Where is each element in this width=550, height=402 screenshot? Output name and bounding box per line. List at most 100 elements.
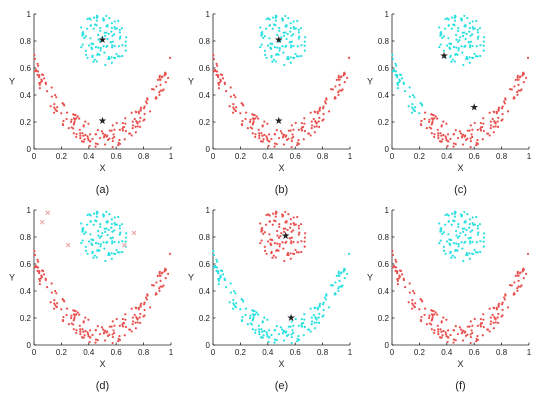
data-point: [138, 316, 141, 319]
data-point: [279, 39, 282, 42]
data-point: [277, 332, 281, 336]
data-point: [455, 33, 458, 37]
x-tick-label: 0.6: [469, 152, 481, 161]
data-point: [430, 127, 433, 130]
data-point: [136, 122, 139, 125]
data-point: [33, 70, 37, 73]
y-tick-label: 0.8: [378, 37, 390, 46]
data-point: [440, 134, 443, 137]
data-point: [471, 229, 474, 232]
data-point: [83, 138, 86, 141]
data-point: [493, 307, 496, 310]
data-point: [444, 252, 447, 255]
data-point: [309, 330, 312, 333]
data-point: [516, 274, 520, 277]
data-point: [482, 117, 485, 120]
data-point: [70, 118, 73, 121]
data-point: [134, 125, 137, 128]
data-point: [516, 272, 519, 275]
data-point: [414, 302, 417, 305]
data-point: [522, 72, 526, 76]
data-point: [231, 111, 235, 114]
data-point: [99, 47, 102, 50]
data-point: [293, 27, 296, 30]
data-point: [481, 334, 484, 337]
data-point: [158, 272, 161, 275]
data-point: [265, 135, 268, 138]
data-point: [337, 274, 341, 277]
data-point: [80, 26, 83, 29]
data-point: [466, 137, 469, 140]
data-point: [65, 117, 68, 121]
data-point: [458, 130, 461, 133]
data-point: [452, 133, 456, 136]
data-point: [469, 240, 472, 243]
data-point: [257, 117, 260, 120]
data-point: [112, 329, 115, 332]
data-point: [110, 26, 113, 30]
data-point: [72, 117, 76, 120]
data-point: [314, 307, 317, 310]
data-point: [294, 317, 297, 321]
y-tick-label: 0.8: [378, 233, 390, 242]
data-point: [488, 134, 491, 137]
data-point: [340, 75, 343, 78]
data-point: [90, 46, 93, 49]
data-point: [481, 138, 484, 141]
panel-caption: (e): [275, 380, 288, 392]
data-point: [468, 41, 471, 44]
data-point: [492, 327, 495, 330]
data-point: [95, 210, 99, 213]
data-point: [33, 53, 36, 57]
data-point: [423, 111, 427, 114]
data-point: [143, 308, 146, 312]
x-tick-label: 0.2: [235, 348, 247, 357]
data-point: [442, 49, 445, 52]
data-point: [411, 106, 414, 109]
data-point: [53, 102, 56, 106]
data-point: [342, 270, 345, 273]
data-point: [101, 213, 105, 216]
data-point: [274, 19, 277, 22]
data-point: [131, 120, 134, 123]
data-point: [134, 321, 137, 324]
data-point: [83, 36, 86, 40]
data-point: [394, 62, 397, 65]
data-point: [290, 46, 293, 49]
data-point: [158, 93, 161, 96]
data-point: [463, 135, 466, 138]
data-point: [343, 72, 347, 76]
data-point: [103, 34, 107, 37]
data-point: [412, 304, 415, 307]
data-point: [82, 229, 85, 232]
data-point: [161, 89, 164, 92]
data-point: [146, 97, 149, 100]
data-point: [425, 323, 428, 326]
data-point: [420, 315, 423, 319]
data-point: [75, 329, 78, 332]
x-tick-label: 0: [390, 152, 395, 161]
center-marker: ★: [287, 313, 296, 324]
data-point: [80, 45, 83, 49]
data-point: [290, 139, 293, 143]
data-point: [282, 51, 285, 54]
data-point: [84, 35, 87, 38]
data-point: [468, 61, 471, 64]
data-point: [215, 62, 218, 65]
data-point: [258, 328, 261, 331]
data-point: [82, 226, 85, 230]
data-point: [439, 239, 442, 242]
data-point: [421, 300, 424, 303]
y-tick-label: 0.8: [199, 37, 211, 46]
data-point: [525, 76, 528, 79]
data-point: [110, 226, 113, 229]
data-point: [110, 22, 113, 25]
data-point: [265, 331, 268, 334]
data-point: [274, 60, 277, 63]
data-point: [275, 339, 278, 342]
data-point: [482, 313, 485, 316]
data-point: [143, 112, 146, 116]
data-point: [223, 278, 226, 282]
y-tick-label: 0: [385, 145, 390, 154]
data-point: [300, 240, 303, 243]
